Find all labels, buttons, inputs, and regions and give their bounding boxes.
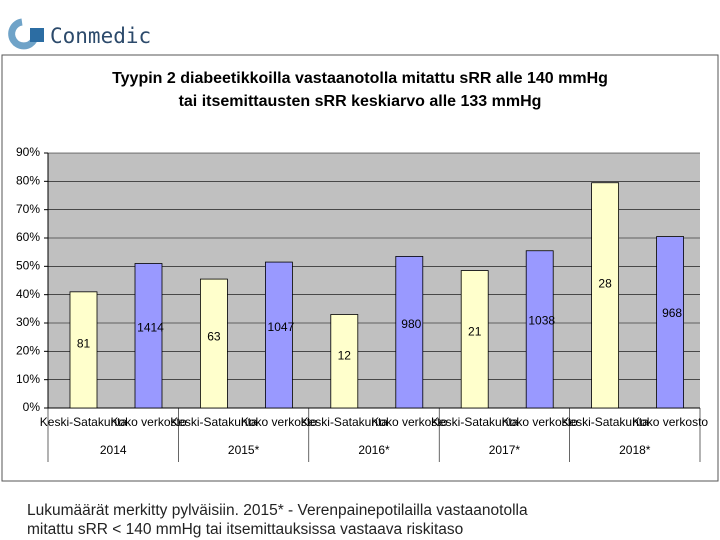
y-tick-label: 20% — [16, 344, 40, 358]
logo-text: Conmedic — [50, 24, 151, 48]
chart-title: tai itsemittausten sRR keskiarvo alle 13… — [179, 93, 542, 110]
x-tick-label: Koko verkosto — [502, 415, 578, 429]
count-label: 12 — [338, 349, 352, 363]
x-tick-label: Koko verkosto — [241, 415, 317, 429]
bar — [69, 291, 98, 409]
bar — [656, 236, 684, 409]
bar — [330, 314, 359, 409]
logo-icon — [8, 18, 44, 50]
count-label: 21 — [468, 325, 482, 339]
y-tick-label: 70% — [16, 202, 40, 216]
x-tick-label: Keski-Satakunta — [431, 415, 519, 429]
bar — [591, 182, 619, 409]
count-label: 81 — [77, 336, 91, 350]
x-tick-label: Koko verkosto — [632, 415, 708, 429]
bar — [199, 278, 228, 409]
count-label: 1047 — [268, 320, 295, 334]
x-tick-label: Keski-Satakunta — [40, 415, 128, 429]
x-tick-label: Keski-Satakunta — [170, 415, 258, 429]
y-tick-label: 40% — [16, 287, 40, 301]
y-tick-label: 50% — [16, 259, 40, 273]
x-group-label: 2016* — [358, 443, 390, 457]
chart-title: Tyypin 2 diabeetikkoilla vastaanotolla m… — [112, 70, 608, 87]
bar — [525, 250, 554, 409]
count-label: 980 — [401, 317, 421, 331]
bar — [134, 263, 163, 409]
y-tick-label: 10% — [16, 372, 40, 386]
y-tick-label: 60% — [16, 230, 40, 244]
footnote: Lukumäärät merkitty pylväisiin. 2015* - … — [27, 502, 528, 519]
count-label: 1414 — [137, 321, 164, 335]
bar — [395, 256, 424, 409]
count-label: 28 — [598, 276, 612, 290]
x-group-label: 2017* — [489, 443, 521, 457]
x-tick-label: Keski-Satakunta — [301, 415, 389, 429]
y-tick-label: 30% — [16, 315, 40, 329]
count-label: 968 — [662, 306, 682, 320]
bar — [264, 261, 293, 409]
y-tick-label: 80% — [16, 174, 40, 188]
y-tick-label: 90% — [16, 145, 40, 159]
x-group-label: 2014 — [100, 443, 127, 457]
x-group-label: 2015* — [228, 443, 260, 457]
y-tick-label: 0% — [23, 400, 41, 414]
x-group-label: 2018* — [619, 443, 651, 457]
bar — [460, 270, 489, 409]
x-tick-label: Koko verkosto — [110, 415, 186, 429]
count-label: 1038 — [528, 314, 555, 328]
x-tick-label: Koko verkosto — [371, 415, 447, 429]
x-tick-label: Keski-Satakunta — [561, 415, 649, 429]
count-label: 63 — [207, 329, 221, 343]
footnote: mitattu sRR < 140 mmHg tai itsemittauksi… — [27, 521, 463, 538]
